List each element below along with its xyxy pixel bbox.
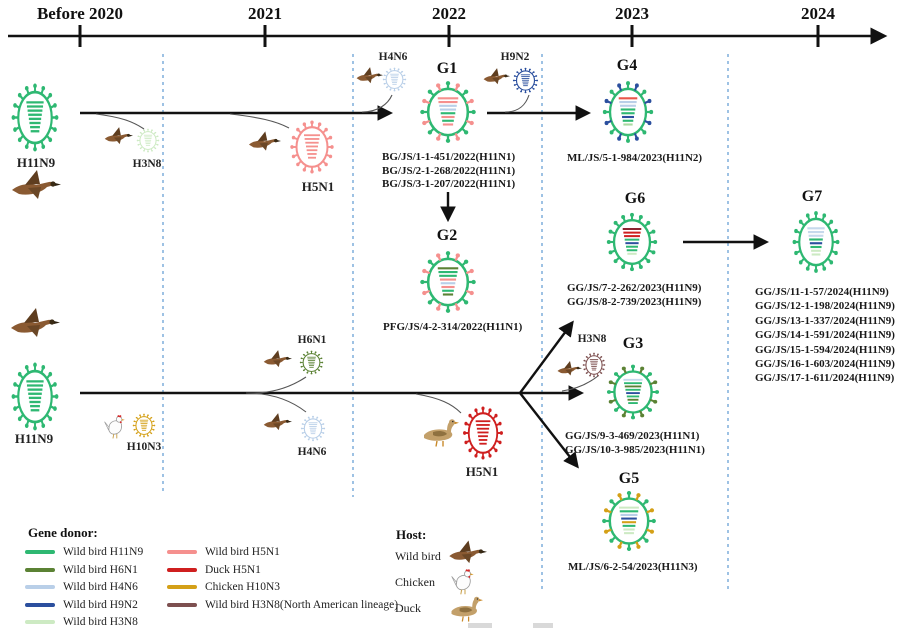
virus-h3n8-north-american: [581, 351, 607, 379]
virus-h6n1: [298, 349, 325, 376]
wild-bird-icon: [8, 306, 60, 342]
legend-item-wild-bird-h6n1: Wild bird H6N1: [25, 563, 138, 577]
label-h10n3: H10N3: [126, 441, 162, 453]
color-swatch: [25, 620, 55, 624]
phase-divider-lines: [162, 54, 729, 590]
strain-list-g3: GG/JS/9-3-469/2023(H11N1) GG/JS/10-3-985…: [565, 430, 705, 456]
duck-icon: [447, 593, 483, 622]
wild-bird-icon: [482, 67, 510, 87]
timeline-label-2023: 2023: [615, 4, 649, 23]
virus-g1: [416, 77, 480, 147]
strain-list-g5: ML/JS/6-2-54/2023(H11N3): [568, 561, 698, 573]
virus-h5n1-wild-bird: [287, 117, 337, 177]
flow-arrows: [80, 105, 770, 469]
wild-bird-icon: [262, 412, 292, 433]
wild-bird-icon: [262, 349, 292, 370]
virus-g2: [416, 247, 480, 317]
label-h11n9-bottom: H11N9: [14, 431, 54, 446]
timeline-label-2022: 2022: [432, 4, 466, 23]
legend-item-wild-bird-h11n9: Wild bird H11N9: [25, 545, 143, 559]
virus-g7: [789, 207, 843, 277]
group-label-g1: G1: [436, 60, 458, 77]
group-label-g3: G3: [622, 335, 644, 352]
label-h3n8: H3N8: [132, 158, 162, 170]
strain-list-g6: GG/JS/7-2-262/2023(H11N9) GG/JS/8-2-739/…: [567, 282, 702, 308]
legend-item-duck-h5n1: Duck H5N1: [167, 563, 261, 577]
legend-host-duck: Duck: [395, 601, 421, 615]
virus-h4n6-bottom: [299, 414, 327, 443]
color-swatch: [167, 585, 197, 589]
label-h11n9-top: H11N9: [16, 155, 56, 170]
legend-item-wild-bird-h4n6: Wild bird H4N6: [25, 580, 138, 594]
virus-h5n1-duck: [460, 403, 506, 463]
duck-icon: [419, 415, 459, 447]
wild-bird-icon: [355, 66, 383, 86]
wild-bird-icon: [9, 168, 61, 204]
virus-h4n6-top: [381, 66, 408, 93]
timeline-label-2024: 2024: [801, 4, 835, 23]
wild-bird-icon: [103, 126, 133, 147]
legend-host-wild-bird: Wild bird: [395, 549, 441, 563]
legend-item-wild-bird-h5n1: Wild bird H5N1: [167, 545, 280, 559]
color-swatch: [25, 568, 55, 572]
cropped-artifact: [468, 623, 492, 628]
legend-item-wild-bird-h3n8: Wild bird H3N8: [25, 615, 138, 628]
label-h3n8-north-american: H3N8: [577, 333, 607, 345]
legend-item-chicken-h10n3: Chicken H10N3: [167, 580, 280, 594]
label-h5n1-wild: H5N1: [301, 179, 335, 194]
legend-host-chicken: Chicken: [395, 575, 435, 589]
chicken-icon: [450, 567, 475, 596]
virus-h11n9-bottom: [8, 358, 62, 435]
wild-bird-icon: [556, 360, 582, 378]
strain-list-g1: BG/JS/1-1-451/2022(H11N1) BG/JS/2-1-268/…: [382, 151, 516, 190]
strain-list-g4: ML/JS/5-1-984/2023(H11N2): [567, 152, 703, 164]
color-swatch: [25, 603, 55, 607]
timeline-axis: [8, 25, 888, 47]
label-h6n1: H6N1: [297, 334, 327, 346]
donor-connector-curves: [95, 94, 599, 414]
virus-h10n3: [131, 412, 157, 439]
cropped-artifact: [533, 623, 553, 628]
timeline-label-before-2020: Before 2020: [36, 4, 124, 23]
legend-item-wild-bird-h9n2: Wild bird H9N2: [25, 598, 138, 612]
virus-g4: [599, 77, 657, 147]
color-swatch: [167, 568, 197, 572]
legend-host-title: Host:: [396, 527, 427, 542]
virus-g3: [603, 361, 663, 423]
group-label-g6: G6: [624, 190, 646, 207]
virus-h11n9-top: [8, 79, 62, 156]
virus-g5: [598, 487, 660, 555]
color-swatch: [25, 550, 55, 554]
virus-h9n2: [511, 66, 540, 95]
strain-list-g7: GG/JS/11-1-57/2024(H11N9) GG/JS/12-1-198…: [755, 286, 895, 385]
strain-list-g2: PFG/JS/4-2-314/2022(H11N1): [383, 321, 523, 333]
legend-item-wild-bird-h3n8-na: Wild bird H3N8(North American lineage): [167, 598, 398, 612]
wild-bird-icon: [447, 539, 487, 567]
color-swatch: [25, 585, 55, 589]
label-h4n6-bottom: H4N6: [297, 446, 327, 458]
label-h5n1-duck: H5N1: [465, 464, 499, 479]
group-label-g5: G5: [618, 470, 640, 487]
label-h9n2: H9N2: [500, 51, 530, 63]
group-label-g2: G2: [436, 227, 458, 244]
chicken-icon: [103, 413, 126, 440]
wild-bird-icon: [247, 130, 281, 154]
label-h4n6-top: H4N6: [378, 51, 408, 63]
group-label-g4: G4: [616, 57, 638, 74]
color-swatch: [167, 550, 197, 554]
virus-g6: [603, 209, 661, 275]
group-label-g7: G7: [801, 188, 823, 205]
virus-h3n8: [135, 127, 161, 154]
timeline-label-2021: 2021: [248, 4, 282, 23]
legend-gene-donor-title: Gene donor:: [28, 525, 98, 540]
color-swatch: [167, 603, 197, 607]
